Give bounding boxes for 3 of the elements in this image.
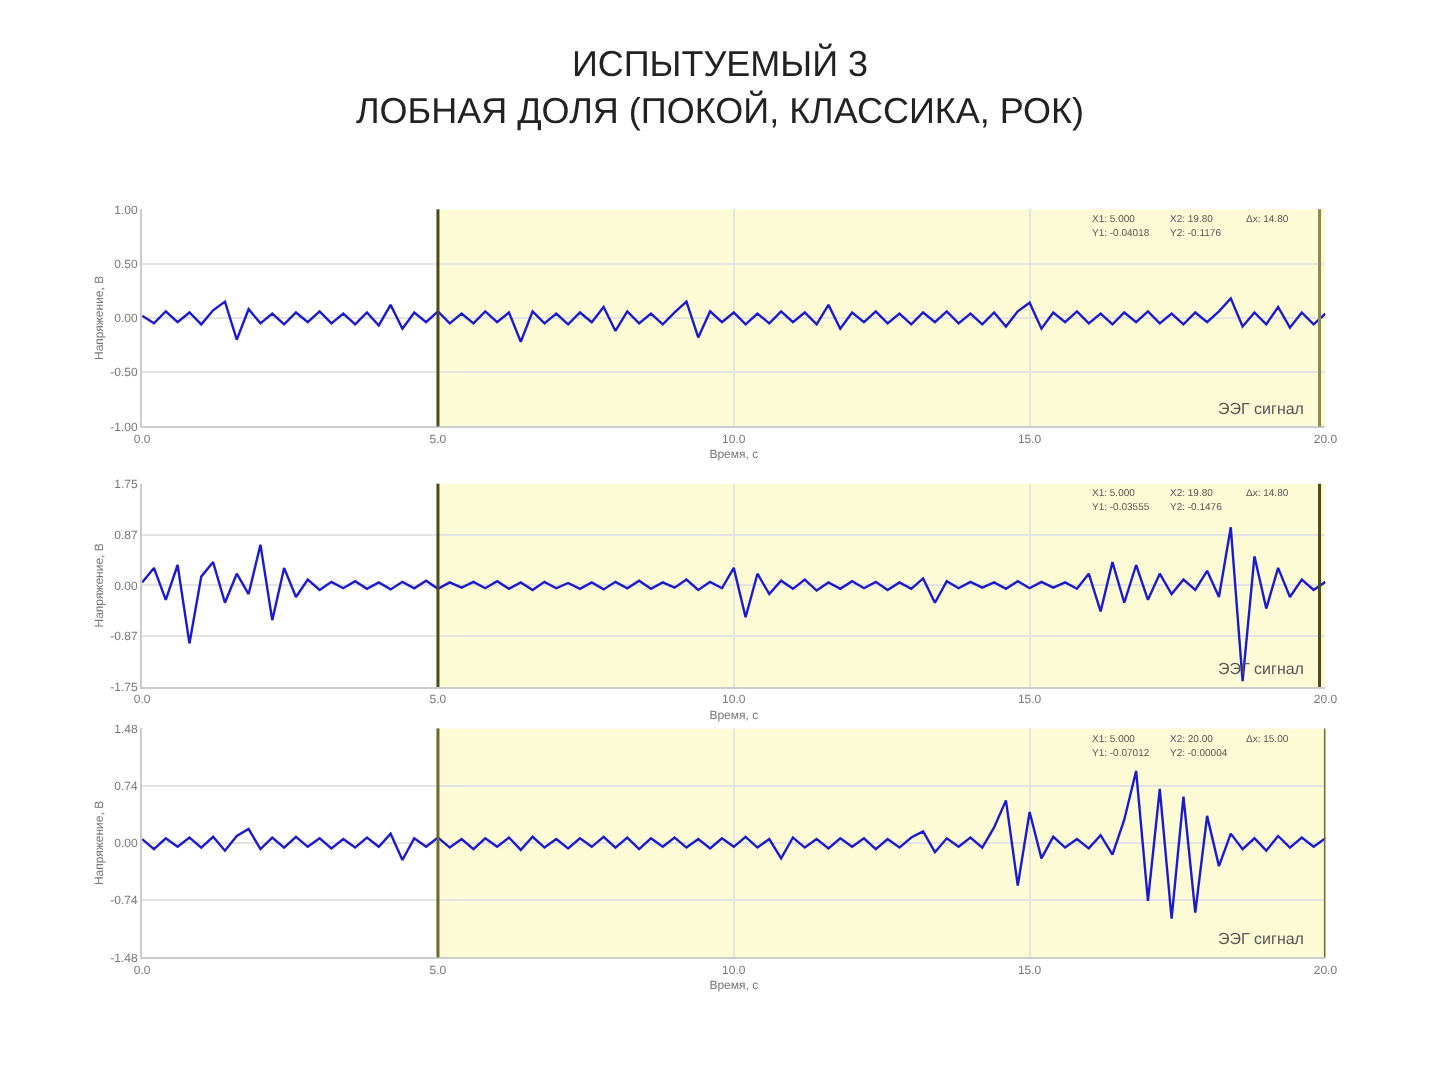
chart-title: ИСПЫТУЕМЫЙ 3 ЛОБНАЯ ДОЛЯ (ПОКОЙ, КЛАССИКА, РОК) — [355, 42, 1085, 131]
annotation: ЭЭГ сигнал — [1218, 400, 1305, 418]
annotation: ЭЭГ сигнал — [1218, 930, 1305, 948]
